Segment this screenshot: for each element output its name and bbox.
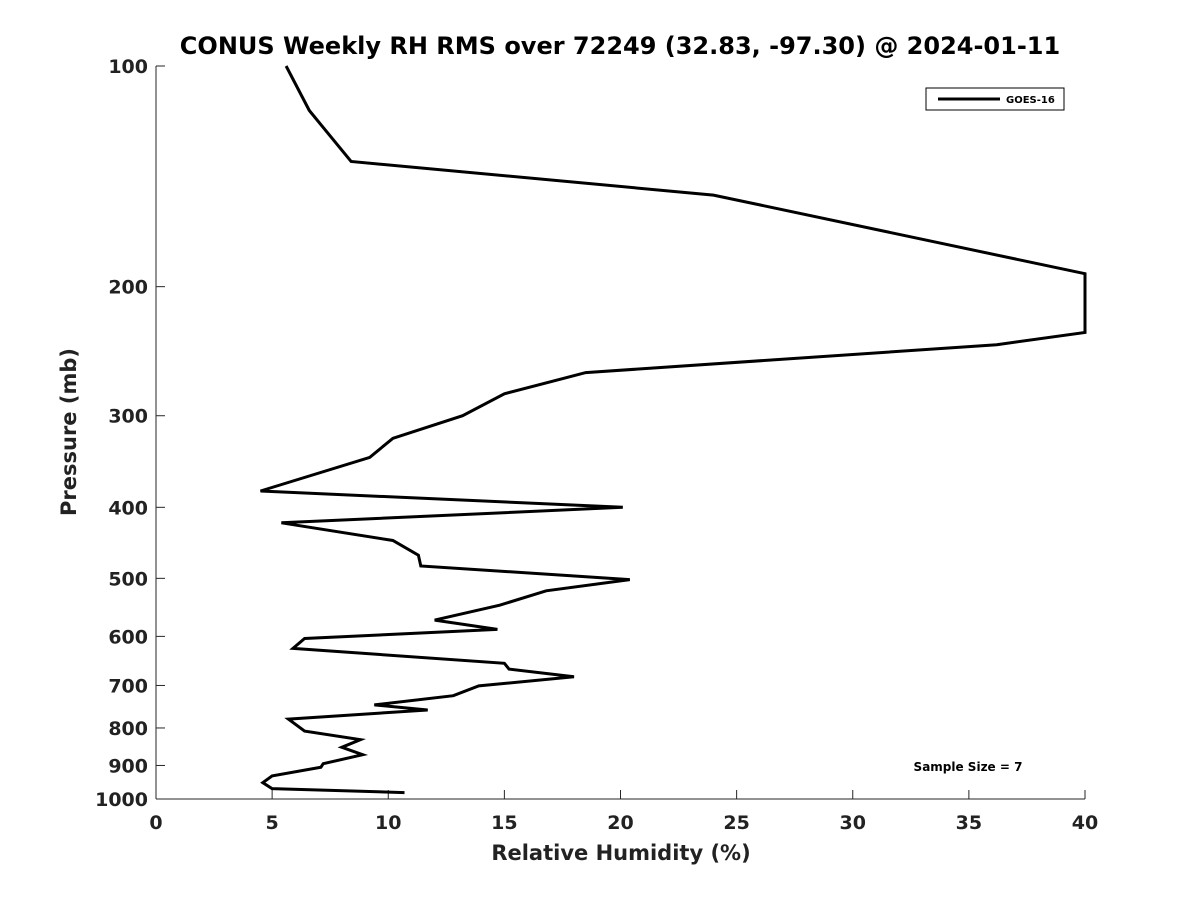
y-tick-label: 600 [108,626,148,648]
y-tick-label: 500 [108,568,148,590]
y-tick-label: 1000 [95,789,148,811]
y-tick-label: 400 [108,497,148,519]
series-group [260,65,1087,795]
x-tick-label: 25 [723,812,749,834]
y-tick-label: 300 [108,406,148,428]
x-tick-label: 40 [1072,812,1098,834]
y-axis-label: Pressure (mb) [57,348,81,516]
x-axis-label: Relative Humidity (%) [491,841,750,865]
legend: GOES-16 [925,87,1065,111]
x-tick-label: 0 [149,812,162,834]
series-line-goes16 [260,65,1087,795]
legend-label-goes16: GOES-16 [1006,95,1055,106]
x-tick-label: 15 [491,812,517,834]
x-tick-label: 30 [840,812,866,834]
x-tick-label: 20 [607,812,633,834]
y-tick-label: 700 [108,675,148,697]
x-tick-label: 10 [375,812,401,834]
y-tick-label: 900 [108,755,148,777]
sample-size-annotation: Sample Size = 7 [914,760,1023,774]
y-tick-label: 100 [108,56,148,78]
y-tick-label: 800 [108,718,148,740]
x-tick-label: 35 [956,812,982,834]
x-tick-label: 5 [266,812,279,834]
tick-group: 0 5 10 15 20 25 30 35 40 100 200 300 400 500 600 700 800… [95,56,1098,834]
chart-title: CONUS Weekly RH RMS over 72249 (32.83, -… [180,32,1060,60]
y-tick-label: 200 [108,277,148,299]
